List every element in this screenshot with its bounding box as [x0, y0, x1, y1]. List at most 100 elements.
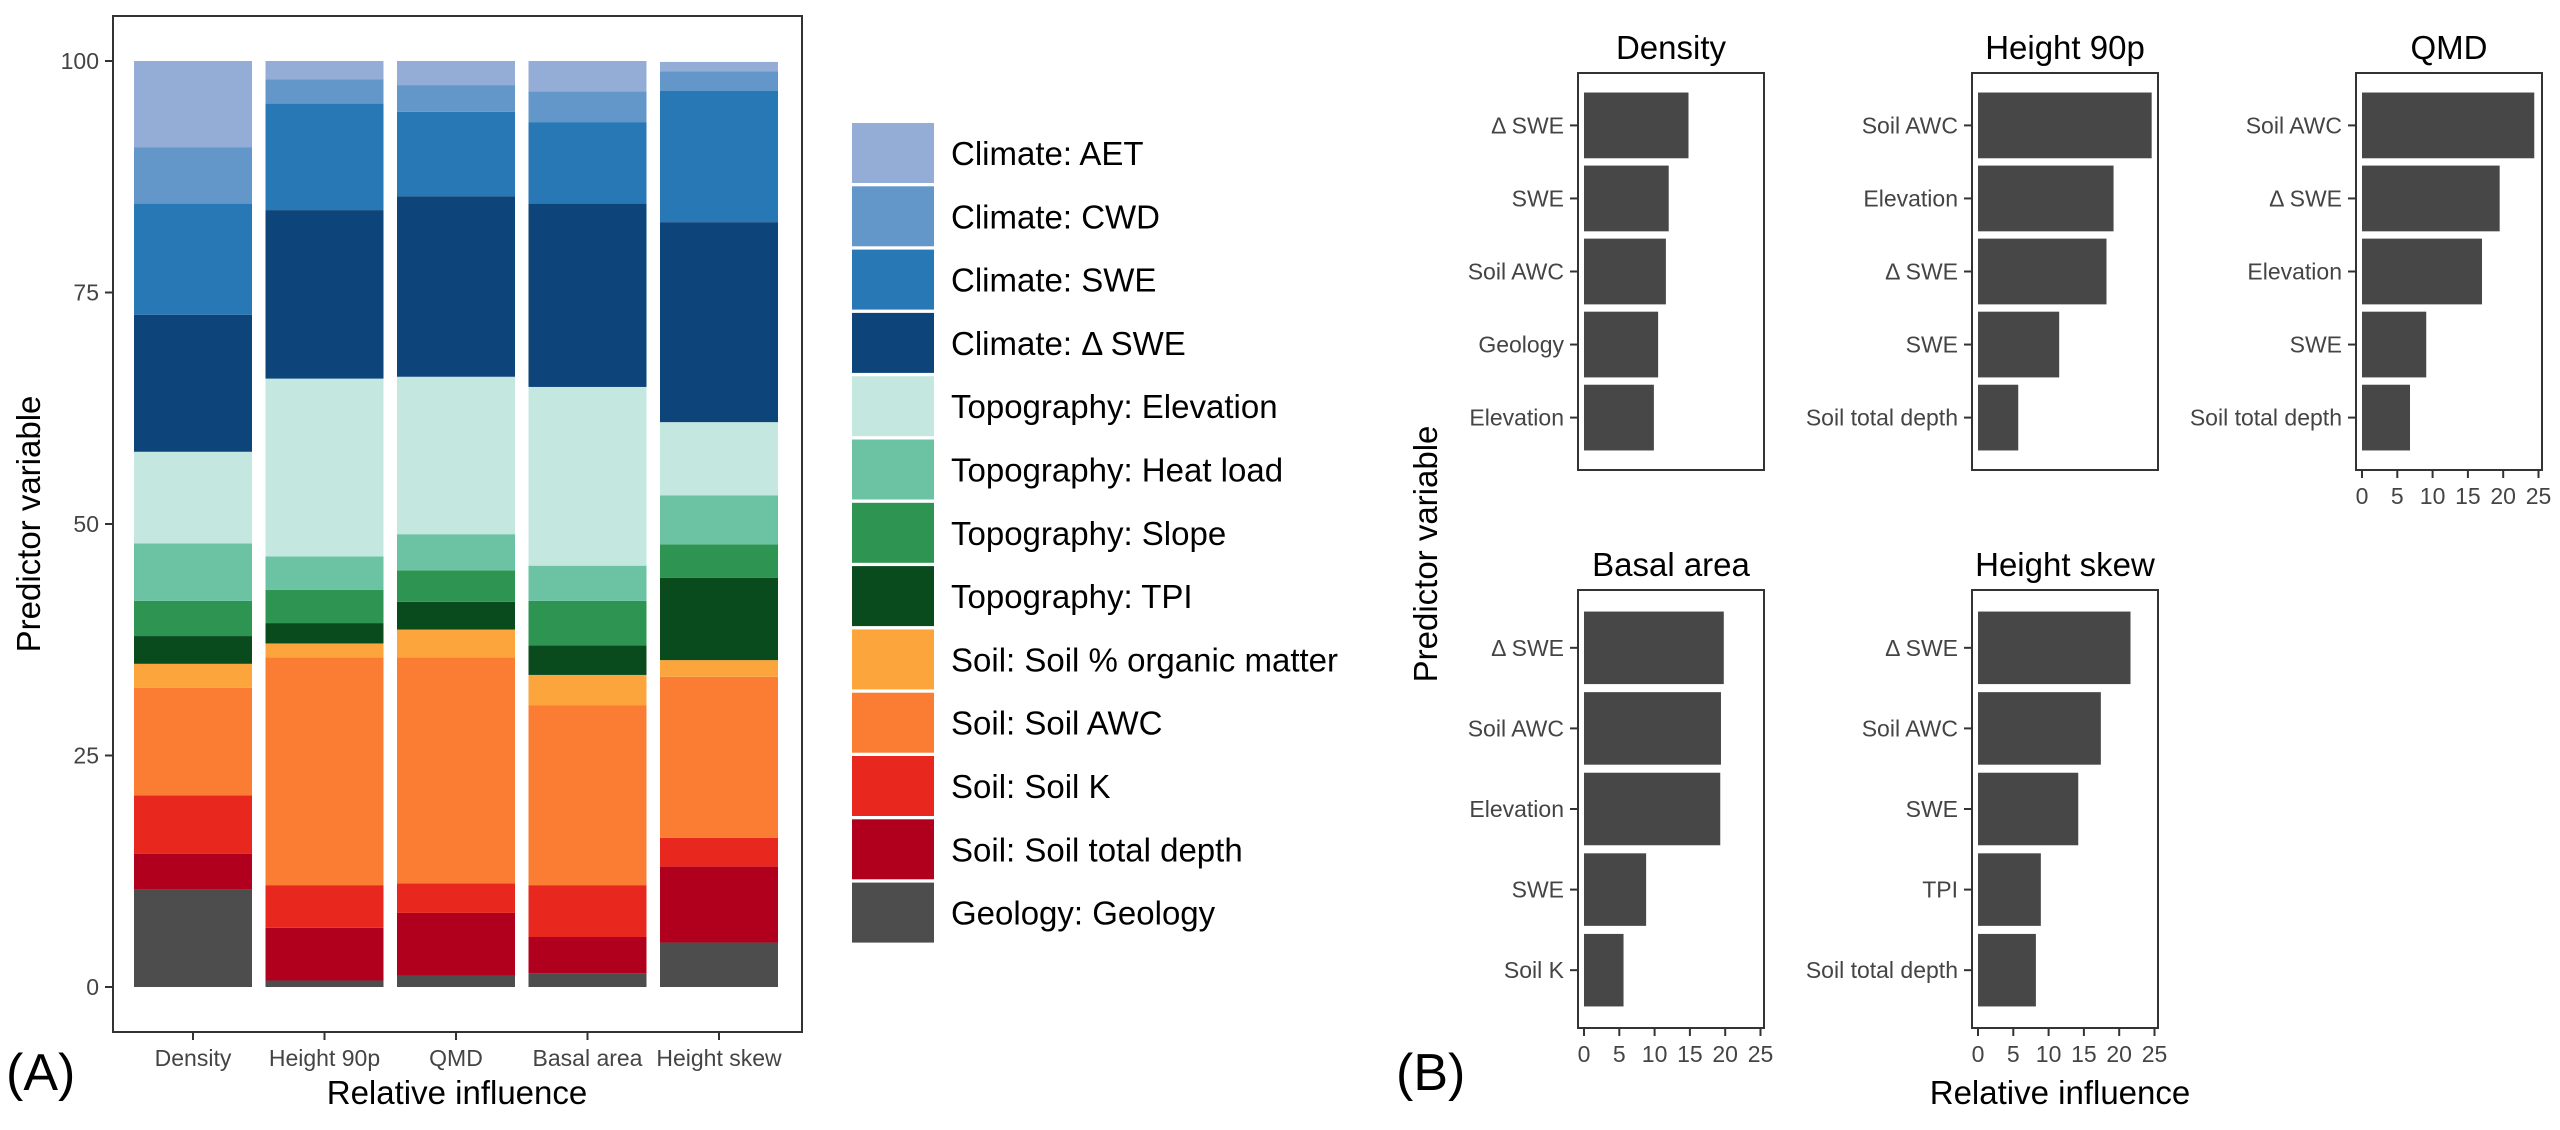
legend-label-topography-slope: Topography: Slope: [951, 515, 1226, 552]
bar-segment-height-skew-topography-heat-load: [660, 495, 778, 545]
x-tick-label: 10: [2420, 483, 2446, 509]
legend-swatch-topography-elevation: [852, 376, 934, 437]
y-tick-label: 100: [61, 48, 99, 74]
bar-segment-height-90p-topography-elevation: [265, 378, 384, 557]
bar-segment-basal-area-soil-soil-k: [528, 885, 647, 937]
bar-density-geology: [1584, 311, 1659, 378]
legend-swatch-geology-geology: [852, 882, 934, 943]
bar-segment-height-skew-topography-elevation: [660, 422, 778, 496]
x-tick-label: 0: [2356, 483, 2369, 509]
y-tick-label-elevation: Elevation: [1469, 796, 1564, 822]
bar-height-90p-swe: [1978, 311, 2060, 378]
legend-swatch-climate-cwd: [852, 186, 934, 247]
panel-b-y-axis-title: Predictor variable: [1407, 426, 1444, 683]
bar-height-skew-soil-awc: [1978, 692, 2101, 765]
bar-height-90p-soil-total-depth: [1978, 384, 2019, 451]
bar-segment-density-climate-cwd: [134, 147, 252, 204]
facet-density: Density Δ SWE SWE Soil AWC Geology Elevation: [1468, 29, 1765, 471]
x-tick-label: 25: [2526, 483, 2552, 509]
y-tick-label-soil-k: Soil K: [1504, 957, 1565, 983]
y-tick-label-soil-total-depth: Soil total depth: [1806, 405, 1958, 431]
bar-segment-height-90p-soil-soil-k: [265, 885, 384, 928]
x-tick-label: 10: [1642, 1041, 1668, 1067]
bar-segment-qmd-climate-aet: [397, 61, 515, 86]
bar-segment-density-geology-geology: [134, 889, 252, 987]
bar-height-skew-tpi: [1978, 853, 2041, 926]
bar-segment-density-soil-soil-awc: [134, 687, 252, 796]
bar-segment-height-skew-soil-soil-awc: [660, 676, 778, 838]
y-tick-label-soil-total-depth: Soil total depth: [2190, 405, 2342, 431]
y-tick-label-soil-awc: Soil AWC: [2246, 112, 2342, 138]
legend: Climate: AET Climate: CWD Climate: SWE Clim…: [852, 123, 1338, 943]
x-tick-label: 15: [2455, 483, 2481, 509]
panel-a-x-axis: Density Height 90p QMD Basal area Height ske…: [155, 1032, 782, 1071]
y-tick-label: 50: [73, 511, 99, 537]
x-tick-label-basal-area: Basal area: [533, 1045, 643, 1071]
legend-label-soil-soil-k: Soil: Soil K: [951, 768, 1111, 805]
x-tick-label-height-skew: Height skew: [656, 1045, 782, 1071]
bar-segment-height-90p-climate-cwd: [265, 79, 384, 104]
legend-label-climate-swe: Climate: SWE: [951, 262, 1156, 299]
bar-segment-qmd-climate-delta-swe: [397, 196, 515, 377]
bar-segment-qmd-climate-swe: [397, 111, 515, 197]
bar-segment-qmd-topography-heat-load: [397, 534, 515, 571]
x-tick-label-height-90p: Height 90p: [269, 1045, 380, 1071]
bar-segment-qmd-soil-soil-awc: [397, 657, 515, 884]
bar-basal-area-swe: [1584, 853, 1647, 926]
y-tick-label-swe: SWE: [1906, 332, 1958, 358]
panel-b-x-axis-title: Relative influence: [1930, 1074, 2191, 1111]
bar-segment-height-90p-soil-soil-pct-organic-matter: [265, 643, 384, 658]
bar-segment-height-skew-climate-swe: [660, 90, 778, 223]
facet-height-90p: Height 90p Soil AWC Elevation Δ SWE SWE Soil …: [1806, 29, 2159, 471]
panel-a-y-axis: 0 25 50 75 100: [61, 48, 113, 1000]
legend-label-topography-elevation: Topography: Elevation: [951, 388, 1278, 425]
bar-segment-basal-area-geology-geology: [528, 973, 647, 987]
legend-swatch-topography-heat-load: [852, 439, 934, 500]
bar-segment-density-climate-swe: [134, 203, 252, 315]
bar-segment-basal-area-soil-soil-total-depth: [528, 936, 647, 974]
x-tick-label: 15: [2071, 1041, 2097, 1067]
bar-segment-qmd-topography-elevation: [397, 376, 515, 535]
legend-label-topography-tpi: Topography: TPI: [951, 578, 1193, 615]
x-tick-label: 20: [2106, 1041, 2132, 1067]
bar-height-skew-swe: [1978, 772, 2079, 846]
x-tick-label: 20: [2490, 483, 2516, 509]
x-tick-label-density: Density: [155, 1045, 232, 1071]
panel-b-label: (B): [1396, 1044, 1465, 1102]
y-tick-label: 75: [73, 280, 99, 306]
facet-title-qmd: QMD: [2411, 29, 2488, 66]
x-tick-label: 0: [1972, 1041, 1985, 1067]
bar-segment-density-climate-aet: [134, 61, 252, 148]
legend-label-geology-geology: Geology: Geology: [951, 895, 1216, 932]
y-tick-label-elevation: Elevation: [1863, 185, 1958, 211]
bar-basal-area-elevation: [1584, 772, 1721, 846]
bar-segment-height-90p-climate-swe: [265, 103, 384, 211]
bar-segment-basal-area-topography-heat-load: [528, 565, 647, 601]
bar-segment-basal-area-topography-slope: [528, 600, 647, 646]
y-tick-label: 0: [86, 974, 99, 1000]
y-tick-label-soil-total-depth: Soil total depth: [1806, 957, 1958, 983]
facet-title-basal-area: Basal area: [1592, 546, 1750, 583]
panel-a-label: (A): [6, 1044, 75, 1102]
bar-segment-density-soil-soil-k: [134, 795, 252, 854]
panel-a-y-axis-title: Predictor variable: [10, 396, 47, 653]
bar-qmd-soil-awc: [2362, 92, 2535, 159]
y-tick-label: 25: [73, 743, 99, 769]
legend-swatch-soil-soil-k: [852, 756, 934, 816]
legend-label-climate-delta-swe: Climate: Δ SWE: [951, 325, 1186, 362]
legend-label-topography-heat-load: Topography: Heat load: [951, 452, 1283, 489]
bar-height-90p-elevation: [1978, 165, 2114, 232]
bar-segment-density-topography-elevation: [134, 451, 252, 544]
y-tick-label-soil-awc: Soil AWC: [1862, 715, 1958, 741]
y-tick-label-elevation: Elevation: [1469, 405, 1564, 431]
bar-segment-density-soil-soil-pct-organic-matter: [134, 663, 252, 688]
bar-basal-area-soil-k: [1584, 933, 1624, 1007]
y-tick-label-soil-awc: Soil AWC: [1468, 715, 1564, 741]
legend-swatch-climate-swe: [852, 249, 934, 310]
legend-swatch-climate-delta-swe: [852, 312, 934, 373]
bar-segment-height-90p-soil-soil-total-depth: [265, 927, 384, 981]
bar-height-skew-delta-swe: [1978, 611, 2131, 685]
y-tick-label-delta-swe: Δ SWE: [1491, 635, 1564, 661]
bar-segment-height-skew-soil-soil-k: [660, 837, 778, 867]
